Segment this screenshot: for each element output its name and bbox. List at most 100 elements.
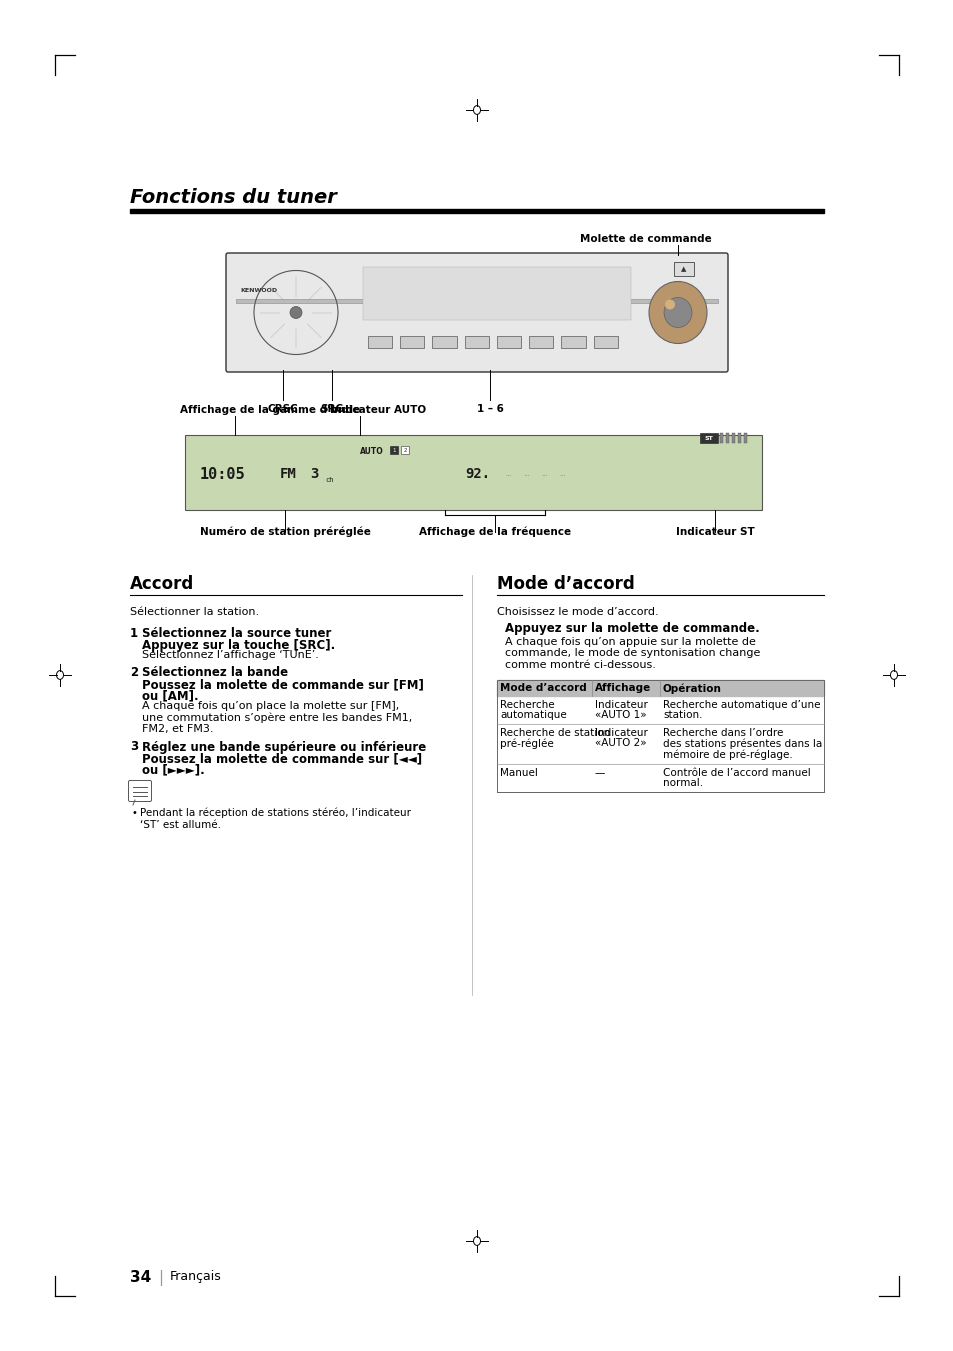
Text: Recherche: Recherche (499, 700, 554, 711)
Text: «AUTO 1»: «AUTO 1» (595, 711, 646, 720)
Text: ▲: ▲ (680, 266, 686, 272)
Text: 3: 3 (310, 467, 318, 481)
Text: Appuyez sur la molette de commande.: Appuyez sur la molette de commande. (504, 621, 759, 635)
Text: Opération: Opération (662, 684, 721, 693)
Text: 1: 1 (392, 447, 395, 453)
Text: |: | (158, 1270, 163, 1286)
Text: comme montré ci-dessous.: comme montré ci-dessous. (504, 661, 656, 670)
Text: A chaque fois qu’on appuie sur la molette de: A chaque fois qu’on appuie sur la molett… (504, 638, 755, 647)
Text: 1: 1 (130, 627, 138, 640)
Text: Indicateur: Indicateur (595, 700, 647, 711)
Text: une commutation s’opère entre les bandes FM1,: une commutation s’opère entre les bandes… (142, 712, 412, 723)
Bar (731, 434, 734, 443)
Bar (720, 434, 722, 443)
Bar (363, 267, 630, 320)
Text: KENWOOD: KENWOOD (240, 288, 276, 293)
Bar (400, 336, 424, 347)
FancyBboxPatch shape (129, 781, 152, 801)
Text: FM2, et FM3.: FM2, et FM3. (142, 724, 213, 734)
Text: pré-réglée: pré-réglée (499, 739, 553, 748)
Bar (497, 680, 823, 792)
Text: «AUTO 2»: «AUTO 2» (595, 739, 646, 748)
Text: Sélectionnez la bande: Sélectionnez la bande (142, 666, 288, 680)
Text: Sélectionner la station.: Sélectionner la station. (130, 607, 259, 617)
Text: AUTO: AUTO (359, 446, 383, 455)
Bar (497, 680, 823, 696)
Bar (432, 336, 456, 347)
Bar (593, 336, 618, 347)
Text: Mode d’accord: Mode d’accord (499, 684, 586, 693)
Text: Recherche automatique d’une: Recherche automatique d’une (662, 700, 820, 711)
Bar (390, 446, 397, 454)
Text: 2: 2 (403, 447, 406, 453)
Bar (738, 434, 740, 443)
Text: ch: ch (325, 477, 334, 484)
Text: mémoire de pré-réglage.: mémoire de pré-réglage. (662, 748, 792, 759)
Text: ...: ... (504, 471, 511, 477)
Text: FM: FM (280, 467, 296, 481)
Text: 3: 3 (130, 740, 138, 754)
Text: Sélectionnez la source tuner: Sélectionnez la source tuner (142, 627, 331, 640)
Text: CRSC: CRSC (268, 404, 298, 413)
Bar (400, 446, 409, 454)
Bar (700, 434, 718, 443)
Bar (185, 435, 761, 509)
Text: Affichage: Affichage (595, 684, 651, 693)
Text: normal.: normal. (662, 778, 702, 789)
Text: commande, le mode de syntonisation change: commande, le mode de syntonisation chang… (504, 648, 760, 658)
Text: Mode d’accord: Mode d’accord (497, 576, 634, 593)
Text: ...: ... (522, 471, 529, 477)
Bar (743, 434, 746, 443)
Text: ST: ST (704, 435, 713, 440)
Text: ou [►►►].: ou [►►►]. (142, 763, 205, 777)
Text: Indicateur AUTO: Indicateur AUTO (330, 405, 426, 415)
Text: Poussez la molette de commande sur [◄◄]: Poussez la molette de commande sur [◄◄] (142, 753, 421, 765)
Text: Accord: Accord (130, 576, 194, 593)
Text: ‘ST’ est allumé.: ‘ST’ est allumé. (140, 820, 221, 830)
Text: Recherche dans l’ordre: Recherche dans l’ordre (662, 728, 782, 738)
Text: des stations présentes dans la: des stations présentes dans la (662, 739, 821, 748)
Text: Indicateur: Indicateur (595, 728, 647, 738)
Text: ou [AM].: ou [AM]. (142, 689, 198, 703)
Bar (235, 299, 718, 303)
Text: Sélectionnez l’affichage ‘TUnE’.: Sélectionnez l’affichage ‘TUnE’. (142, 650, 318, 661)
Ellipse shape (648, 281, 706, 343)
Ellipse shape (290, 307, 302, 319)
Ellipse shape (664, 300, 675, 309)
Text: Fonctions du tuner: Fonctions du tuner (130, 188, 336, 207)
Text: 1 – 6: 1 – 6 (476, 404, 503, 413)
Text: ...: ... (558, 471, 565, 477)
Text: A chaque fois qu’on place la molette sur [FM],: A chaque fois qu’on place la molette sur… (142, 701, 399, 711)
Text: Manuel: Manuel (499, 767, 537, 778)
Text: 2: 2 (130, 666, 138, 680)
Text: •: • (132, 808, 138, 817)
Text: Molette de commande: Molette de commande (579, 234, 711, 245)
Text: station.: station. (662, 711, 701, 720)
Text: Recherche de station: Recherche de station (499, 728, 610, 738)
Ellipse shape (663, 297, 691, 327)
Text: 92.: 92. (464, 467, 490, 481)
Bar (673, 262, 693, 276)
Text: Français: Français (170, 1270, 221, 1283)
Bar (529, 336, 553, 347)
Text: Réglez une bande supérieure ou inférieure: Réglez une bande supérieure ou inférieur… (142, 740, 426, 754)
Text: SRC: SRC (320, 404, 343, 413)
Text: ...: ... (540, 471, 547, 477)
FancyBboxPatch shape (226, 253, 727, 372)
Text: Poussez la molette de commande sur [FM]: Poussez la molette de commande sur [FM] (142, 678, 423, 690)
Text: Numéro de station préréglée: Numéro de station préréglée (199, 527, 370, 536)
Text: Indicateur ST: Indicateur ST (675, 527, 754, 536)
Text: Contrôle de l’accord manuel: Contrôle de l’accord manuel (662, 767, 810, 778)
Bar (464, 336, 489, 347)
Text: automatique: automatique (499, 711, 566, 720)
Text: 34: 34 (130, 1270, 152, 1285)
Bar (561, 336, 585, 347)
Text: Pendant la réception de stations stéréo, l’indicateur: Pendant la réception de stations stéréo,… (140, 808, 411, 819)
Text: Affichage de la fréquence: Affichage de la fréquence (418, 527, 571, 536)
Text: —: — (595, 767, 605, 778)
Bar (368, 336, 392, 347)
Text: Affichage de la gamme d’onde: Affichage de la gamme d’onde (180, 405, 360, 415)
Text: Appuyez sur la touche [SRC].: Appuyez sur la touche [SRC]. (142, 639, 335, 651)
Bar (725, 434, 728, 443)
Bar (497, 336, 520, 347)
